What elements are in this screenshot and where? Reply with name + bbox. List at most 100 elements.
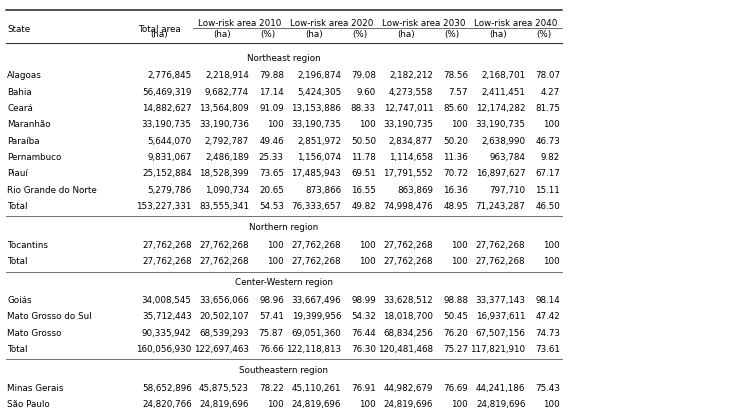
Text: Goiás: Goiás bbox=[7, 296, 32, 305]
Text: 48.95: 48.95 bbox=[444, 202, 468, 211]
Text: 24,820,766: 24,820,766 bbox=[142, 400, 192, 409]
Text: 24,819,696: 24,819,696 bbox=[200, 400, 249, 409]
Text: (ha): (ha) bbox=[305, 30, 322, 39]
Text: 76.69: 76.69 bbox=[444, 383, 468, 393]
Text: 20.65: 20.65 bbox=[259, 186, 284, 195]
Text: 75.43: 75.43 bbox=[535, 383, 560, 393]
Text: 2,792,787: 2,792,787 bbox=[204, 137, 249, 146]
Text: 58,652,896: 58,652,896 bbox=[142, 383, 192, 393]
Text: 68,834,256: 68,834,256 bbox=[383, 328, 433, 337]
Text: Paraíba: Paraíba bbox=[7, 137, 40, 146]
Text: 45,875,523: 45,875,523 bbox=[199, 383, 249, 393]
Text: 27,762,268: 27,762,268 bbox=[476, 257, 525, 266]
Text: 76.30: 76.30 bbox=[351, 345, 376, 354]
Text: 160,056,930: 160,056,930 bbox=[136, 345, 192, 354]
Text: 863,869: 863,869 bbox=[398, 186, 433, 195]
Text: Low-risk area 2040: Low-risk area 2040 bbox=[474, 19, 557, 28]
Text: 2,834,877: 2,834,877 bbox=[389, 137, 433, 146]
Text: 2,196,874: 2,196,874 bbox=[297, 72, 341, 81]
Text: 27,762,268: 27,762,268 bbox=[291, 257, 341, 266]
Text: 34,008,545: 34,008,545 bbox=[142, 296, 192, 305]
Text: 27,762,268: 27,762,268 bbox=[383, 257, 433, 266]
Text: Piauí: Piauí bbox=[7, 169, 28, 178]
Text: Alagoas: Alagoas bbox=[7, 72, 42, 81]
Text: (%): (%) bbox=[260, 30, 276, 39]
Text: 100: 100 bbox=[451, 257, 468, 266]
Text: Low-risk area 2010: Low-risk area 2010 bbox=[198, 19, 281, 28]
Text: 4,273,558: 4,273,558 bbox=[389, 88, 433, 97]
Text: 27,762,268: 27,762,268 bbox=[199, 257, 249, 266]
Text: 2,776,845: 2,776,845 bbox=[147, 72, 192, 81]
Text: 122,118,813: 122,118,813 bbox=[286, 345, 341, 354]
Text: Total: Total bbox=[7, 257, 28, 266]
Text: 75.87: 75.87 bbox=[259, 328, 284, 337]
Text: 73.61: 73.61 bbox=[536, 345, 560, 354]
Text: 19,399,956: 19,399,956 bbox=[291, 312, 341, 321]
Text: 49.46: 49.46 bbox=[259, 137, 284, 146]
Text: 74,998,476: 74,998,476 bbox=[383, 202, 433, 211]
Text: 100: 100 bbox=[359, 120, 376, 129]
Text: 16,937,611: 16,937,611 bbox=[476, 312, 525, 321]
Text: (ha): (ha) bbox=[213, 30, 230, 39]
Text: 90,335,942: 90,335,942 bbox=[142, 328, 192, 337]
Text: State: State bbox=[7, 25, 30, 34]
Text: 50.20: 50.20 bbox=[443, 137, 468, 146]
Text: 56,469,319: 56,469,319 bbox=[142, 88, 192, 97]
Text: Total: Total bbox=[7, 202, 28, 211]
Text: 24,819,696: 24,819,696 bbox=[292, 400, 341, 409]
Text: 117,821,910: 117,821,910 bbox=[470, 345, 525, 354]
Text: 18,018,700: 18,018,700 bbox=[383, 312, 433, 321]
Text: 79.88: 79.88 bbox=[259, 72, 284, 81]
Text: 797,710: 797,710 bbox=[489, 186, 525, 195]
Text: 50.50: 50.50 bbox=[351, 137, 376, 146]
Text: Low-risk area 2020: Low-risk area 2020 bbox=[290, 19, 373, 28]
Text: Rio Grande do Norte: Rio Grande do Norte bbox=[7, 186, 97, 195]
Text: 71,243,287: 71,243,287 bbox=[476, 202, 525, 211]
Text: 67.17: 67.17 bbox=[536, 169, 560, 178]
Text: (ha): (ha) bbox=[150, 30, 168, 39]
Text: 78.56: 78.56 bbox=[443, 72, 468, 81]
Text: 33,377,143: 33,377,143 bbox=[476, 296, 525, 305]
Text: 76.66: 76.66 bbox=[259, 345, 284, 354]
Text: 49.82: 49.82 bbox=[351, 202, 376, 211]
Text: 54.53: 54.53 bbox=[259, 202, 284, 211]
Text: Total area: Total area bbox=[137, 25, 181, 34]
Text: 85.60: 85.60 bbox=[443, 104, 468, 113]
Text: 2,411,451: 2,411,451 bbox=[481, 88, 525, 97]
Text: 70.72: 70.72 bbox=[443, 169, 468, 178]
Text: São Paulo: São Paulo bbox=[7, 400, 51, 409]
Text: 74.73: 74.73 bbox=[535, 328, 560, 337]
Text: 100: 100 bbox=[267, 241, 284, 250]
Text: 13,153,886: 13,153,886 bbox=[291, 104, 341, 113]
Text: 5,279,786: 5,279,786 bbox=[147, 186, 192, 195]
Text: 45,110,261: 45,110,261 bbox=[291, 383, 341, 393]
Text: 69,051,360: 69,051,360 bbox=[291, 328, 341, 337]
Text: 33,190,735: 33,190,735 bbox=[291, 120, 341, 129]
Text: (%): (%) bbox=[352, 30, 368, 39]
Text: 33,667,496: 33,667,496 bbox=[291, 296, 341, 305]
Text: 122,697,463: 122,697,463 bbox=[194, 345, 249, 354]
Text: 98.14: 98.14 bbox=[536, 296, 560, 305]
Text: 33,656,066: 33,656,066 bbox=[199, 296, 249, 305]
Text: 1,090,734: 1,090,734 bbox=[204, 186, 249, 195]
Text: Total: Total bbox=[7, 345, 28, 354]
Text: 17,485,943: 17,485,943 bbox=[291, 169, 341, 178]
Text: 81.75: 81.75 bbox=[535, 104, 560, 113]
Text: 46.50: 46.50 bbox=[536, 202, 560, 211]
Text: Ceará: Ceará bbox=[7, 104, 33, 113]
Text: 2,486,189: 2,486,189 bbox=[205, 153, 249, 162]
Text: 54.32: 54.32 bbox=[351, 312, 376, 321]
Text: 24,819,696: 24,819,696 bbox=[384, 400, 433, 409]
Text: 963,784: 963,784 bbox=[490, 153, 525, 162]
Text: Southeastern region: Southeastern region bbox=[239, 366, 328, 375]
Text: Maranhão: Maranhão bbox=[7, 120, 51, 129]
Text: Bahia: Bahia bbox=[7, 88, 32, 97]
Text: 27,762,268: 27,762,268 bbox=[291, 241, 341, 250]
Text: 5,644,070: 5,644,070 bbox=[147, 137, 192, 146]
Text: 100: 100 bbox=[267, 120, 284, 129]
Text: 44,982,679: 44,982,679 bbox=[383, 383, 433, 393]
Text: 16.55: 16.55 bbox=[351, 186, 376, 195]
Text: 9.60: 9.60 bbox=[357, 88, 376, 97]
Text: 33,190,735: 33,190,735 bbox=[383, 120, 433, 129]
Text: 12,747,011: 12,747,011 bbox=[383, 104, 433, 113]
